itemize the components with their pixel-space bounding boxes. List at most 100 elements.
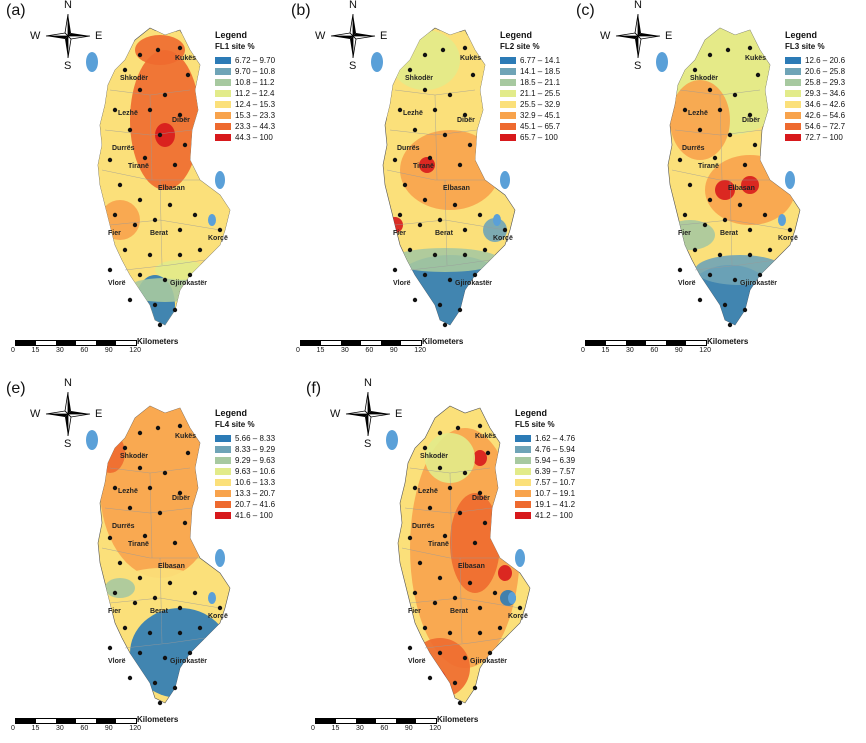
sample-site-dot — [177, 227, 183, 233]
legend-swatch — [515, 435, 531, 442]
sample-site-dot — [717, 252, 723, 258]
compass-w: W — [330, 408, 341, 420]
scale-tick: 15 — [31, 725, 40, 732]
sample-site-dot — [477, 630, 483, 636]
sample-site-dot — [472, 685, 478, 691]
legend: Legend FL2 site % 6.77 – 14.1 14.1 – 18.5… — [500, 30, 560, 143]
sample-site-dot — [187, 272, 193, 278]
value-zone — [105, 578, 135, 598]
sample-site-dot — [687, 182, 693, 188]
city-label: Berat — [450, 608, 469, 615]
legend-subtitle: FL4 site % — [215, 420, 255, 429]
legend-range: 72.7 – 100 — [805, 133, 843, 142]
sample-site-dot — [127, 297, 133, 303]
sample-site-dot — [112, 107, 118, 113]
legend-swatch — [785, 101, 801, 108]
legend-range: 13.3 – 20.7 — [235, 489, 276, 498]
sample-site-dot — [172, 307, 178, 313]
sample-site-dot — [117, 560, 123, 566]
sample-site-dot — [157, 322, 163, 328]
sample-site-dot — [455, 425, 461, 431]
sample-site-dot — [127, 127, 133, 133]
scale-bar: Kilometers 0 15 30 60 90 120 — [581, 337, 785, 364]
albania-map: Shkodër Kukës Lezhë Dibër Durrës Tiranë Elbasa… — [86, 27, 231, 328]
sample-site-dot — [157, 510, 163, 516]
city-label: Gjirokastër — [740, 280, 777, 287]
sample-site-dot — [747, 227, 753, 233]
sample-site-dot — [137, 197, 143, 203]
sample-site-dot — [437, 650, 443, 656]
legend-swatch — [215, 435, 231, 442]
sample-site-dot — [725, 47, 731, 53]
north-arrow-icon: N S E W — [330, 377, 402, 450]
legend-swatch — [515, 457, 531, 464]
sample-site-dot — [462, 252, 468, 258]
city-label: Tiranë — [128, 541, 149, 548]
scale-tick: 120 — [429, 725, 441, 732]
sample-site-dot — [422, 445, 428, 451]
legend-range: 9.70 – 10.8 — [235, 67, 276, 76]
sample-site-dot — [677, 157, 683, 163]
sample-site-dot — [477, 605, 483, 611]
city-label: Dibër — [172, 117, 190, 124]
legend-range: 42.6 – 54.6 — [805, 111, 846, 120]
sample-site-dot — [752, 142, 758, 148]
sample-site-dot — [467, 142, 473, 148]
legend-swatch — [215, 112, 231, 119]
sample-site-dot — [417, 560, 423, 566]
panel-label: (b) — [291, 2, 311, 19]
scale-tick: 30 — [625, 347, 634, 354]
sample-site-dot — [432, 252, 438, 258]
legend-row: 6.77 – 14.1 — [500, 55, 560, 66]
scale-tick: 90 — [104, 725, 113, 732]
sample-site-dot — [127, 675, 133, 681]
sample-site-dot — [107, 535, 113, 541]
legend-swatch — [215, 101, 231, 108]
sample-site-dot — [142, 155, 148, 161]
sample-site-dot — [427, 675, 433, 681]
sample-site-dot — [787, 227, 793, 233]
legend-swatch — [500, 68, 516, 75]
value-zone — [400, 130, 500, 210]
sample-site-dot — [447, 277, 453, 283]
city-label: Dibër — [472, 495, 490, 502]
legend-swatch — [215, 479, 231, 486]
sample-site-dot — [402, 182, 408, 188]
sample-site-dot — [137, 272, 143, 278]
legend-swatch — [215, 446, 231, 453]
panel-label: (c) — [576, 2, 595, 19]
sample-site-dot — [162, 470, 168, 476]
legend: Legend FL4 site % 5.66 – 8.33 8.33 – 9.29… — [215, 408, 275, 521]
sample-site-dot — [477, 212, 483, 218]
sample-site-dot — [482, 520, 488, 526]
legend-row: 42.6 – 54.6 — [785, 110, 845, 121]
sample-site-dot — [172, 162, 178, 168]
legend-swatch — [515, 446, 531, 453]
value-zone — [473, 450, 487, 466]
legend-row: 20.7 – 41.6 — [215, 499, 275, 510]
scale-tick: 30 — [55, 347, 64, 354]
legend-title: Legend — [215, 408, 248, 418]
scale-tick: 15 — [316, 347, 325, 354]
sample-site-dot — [487, 650, 493, 656]
legend-swatch — [515, 490, 531, 497]
sample-site-dot — [197, 247, 203, 253]
legend-range: 41.2 – 100 — [535, 511, 573, 520]
city-label: Berat — [150, 608, 169, 615]
compass-s: S — [634, 60, 642, 72]
city-label: Elbasan — [458, 563, 485, 570]
lake — [386, 430, 398, 450]
compass-n: N — [64, 377, 72, 389]
legend-range: 21.1 – 25.5 — [520, 89, 561, 98]
north-arrow-icon: N S E W — [30, 0, 102, 72]
legend-range: 10.7 – 19.1 — [535, 489, 576, 498]
sample-site-dot — [517, 605, 523, 611]
albania-map: Shkodër Kukës Lezhë Dibër Durrës Tiranë Elbasa… — [656, 27, 801, 328]
sample-site-dot — [122, 445, 128, 451]
legend-title: Legend — [215, 30, 248, 40]
compass-n: N — [349, 0, 357, 11]
scale-tick: 90 — [104, 347, 113, 354]
sample-site-dot — [422, 272, 428, 278]
scale-tick: 120 — [129, 725, 141, 732]
compass-s: S — [349, 60, 357, 72]
